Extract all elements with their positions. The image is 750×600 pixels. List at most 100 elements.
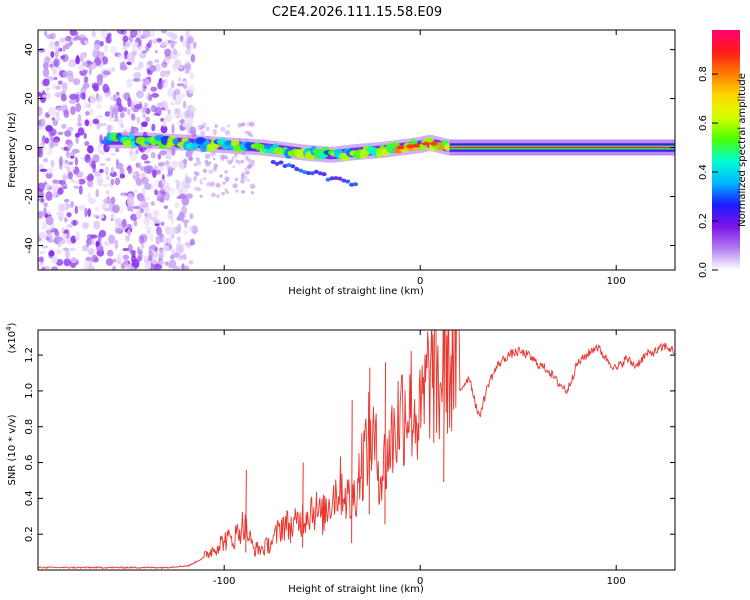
noise-blob <box>116 30 125 35</box>
noise-blob <box>144 213 148 217</box>
noise-blob <box>133 66 141 71</box>
snr-y-tick-label: 0.8 <box>24 419 35 435</box>
noise-blob <box>55 249 62 255</box>
noise-blob <box>117 253 122 262</box>
noise-blob <box>131 50 137 58</box>
noise-blob <box>129 152 138 162</box>
noise-blob <box>63 258 71 267</box>
spectrogram-panel: -100 0 100 -40 -20 0 20 40 Height of straight … <box>7 29 676 297</box>
noise-blob <box>119 64 128 71</box>
noise-blob <box>115 228 122 234</box>
noise-blob <box>84 207 88 218</box>
noise-blob <box>182 253 187 261</box>
noise-blob <box>174 202 180 209</box>
noise-blob <box>134 103 143 110</box>
noise-blob <box>93 154 100 163</box>
noise-blob <box>70 166 75 171</box>
noise-blob <box>168 152 172 162</box>
noise-blob <box>154 189 159 196</box>
noise-blob <box>181 80 189 85</box>
noise-blob <box>106 124 112 133</box>
noise-blob <box>170 40 175 49</box>
noise-blob <box>43 202 48 208</box>
noise-blob <box>249 133 254 138</box>
noise-blob <box>156 81 164 90</box>
noise-blob <box>160 221 165 227</box>
noise-blob <box>126 196 135 207</box>
noise-blob <box>188 260 194 265</box>
noise-blob <box>80 92 86 100</box>
noise-blob <box>212 167 218 172</box>
noise-blob <box>78 178 86 185</box>
noise-blob <box>81 222 89 230</box>
spectrogram-y-tick-label: -40 <box>24 237 35 253</box>
noise-blob <box>202 168 208 174</box>
track-blob <box>290 164 296 169</box>
noise-blob <box>127 108 131 116</box>
spectrogram-y-ticks: -40 -20 0 20 40 <box>24 43 675 254</box>
noise-blob <box>70 201 74 209</box>
noise-blob <box>176 180 180 190</box>
noise-blob <box>51 117 55 121</box>
snr-x-tick-label: 0 <box>417 576 423 587</box>
noise-blob <box>96 245 104 252</box>
noise-blob <box>57 131 64 136</box>
snr-panel: -100 0 100 0.2 0.4 0.6 0.8 1.0 1.2 Height of st… <box>5 322 676 595</box>
noise-blob <box>102 83 110 93</box>
noise-blob <box>64 198 70 203</box>
noise-blob <box>143 102 149 109</box>
noise-blob <box>108 112 113 122</box>
noise-blob <box>161 236 168 245</box>
noise-blob <box>65 159 69 164</box>
noise-blob <box>114 147 120 153</box>
noise-blob <box>38 106 43 116</box>
noise-blob <box>105 36 112 44</box>
track-blob <box>333 176 339 181</box>
noise-blob <box>183 64 190 69</box>
noise-blob <box>213 163 219 169</box>
noise-blob <box>151 258 158 265</box>
noise-blob <box>219 154 225 160</box>
noise-blob <box>225 176 230 182</box>
noise-blob <box>182 100 187 109</box>
snr-y-tick-label: 0.4 <box>24 490 35 506</box>
noise-blob <box>140 106 146 114</box>
noise-blob <box>46 34 54 40</box>
noise-blob <box>170 254 175 260</box>
noise-blob <box>182 123 189 128</box>
noise-blob <box>76 122 83 127</box>
noise-blob <box>93 85 99 92</box>
noise-blob <box>65 35 72 42</box>
snr-y-multiplier: (x104) <box>5 322 18 353</box>
noise-blob <box>57 187 64 195</box>
noise-blob <box>83 75 89 84</box>
noise-blob <box>135 178 143 186</box>
noise-blob <box>161 41 166 48</box>
noise-blob <box>224 170 228 174</box>
noise-blob <box>166 173 171 178</box>
noise-blob <box>46 167 54 175</box>
noise-blob <box>183 265 190 270</box>
noise-blob <box>170 33 178 41</box>
track-blob <box>390 141 400 148</box>
spectrogram-y-label: Frequency (Hz) <box>7 112 18 188</box>
track-blob <box>286 162 292 167</box>
noise-blob <box>148 30 156 38</box>
noise-blob <box>66 224 74 228</box>
noise-blob <box>131 259 140 268</box>
noise-blob <box>150 86 158 92</box>
noise-blob <box>89 94 96 104</box>
noise-blob <box>105 176 111 181</box>
noise-blob <box>205 161 210 167</box>
noise-blob <box>178 93 186 100</box>
noise-blob <box>41 245 49 249</box>
noise-blob <box>112 265 117 270</box>
noise-blob <box>61 123 67 129</box>
noise-blob <box>70 257 77 264</box>
noise-blob <box>46 148 53 156</box>
noise-blob <box>66 145 72 151</box>
noise-blob <box>136 246 141 255</box>
noise-blob <box>249 121 255 127</box>
noise-blob <box>87 208 92 217</box>
spectrogram-y-tick-label: 40 <box>24 43 35 56</box>
